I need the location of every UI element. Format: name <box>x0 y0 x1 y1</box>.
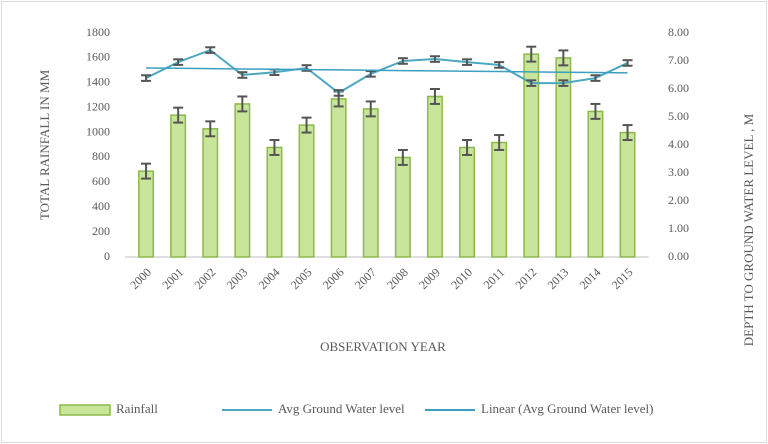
error-bar <box>173 106 184 124</box>
legend-label: Linear (Avg Ground Water level) <box>481 401 653 416</box>
error-bar <box>237 71 248 79</box>
error-bar <box>590 74 601 82</box>
error-bar <box>494 61 505 69</box>
y2-axis-title: DEPTH TO GROUND WATER LEVEL , M <box>741 113 756 346</box>
y2-tick-label: 6.00 <box>668 81 689 95</box>
bar <box>138 170 155 258</box>
y-tick-label: 0 <box>104 249 110 263</box>
error-bar <box>462 139 473 156</box>
bar <box>619 131 636 258</box>
error-bar <box>429 88 440 105</box>
error-bar <box>558 49 569 67</box>
error-bar <box>173 58 184 66</box>
y-tick-label: 600 <box>92 174 110 188</box>
y-tick-label: 800 <box>92 149 110 163</box>
error-bar <box>622 124 633 142</box>
y-tick-label: 400 <box>92 199 110 213</box>
bar <box>202 128 219 258</box>
bar <box>555 57 572 258</box>
bar <box>266 146 283 258</box>
legend-label: Avg Ground Water level <box>278 401 405 416</box>
bar <box>234 103 251 258</box>
error-bar <box>205 120 216 138</box>
bar <box>362 108 379 258</box>
y2-tick-label: 0.00 <box>668 249 689 263</box>
y2-tick-label: 8.00 <box>668 25 689 39</box>
y2-tick-label: 7.00 <box>668 53 689 67</box>
error-bar <box>365 70 376 78</box>
error-bar <box>205 46 216 54</box>
line <box>145 48 628 95</box>
y2-tick-label: 1.00 <box>668 221 689 235</box>
error-bar <box>526 79 537 87</box>
error-bar <box>494 134 505 151</box>
error-bar <box>397 148 408 166</box>
x-axis-title: OBSERVATION YEAR <box>320 339 446 354</box>
y-tick-label: 1800 <box>86 25 110 39</box>
error-bar <box>269 139 280 156</box>
error-bar <box>526 45 537 63</box>
error-bar <box>590 102 601 120</box>
error-bar <box>141 162 152 180</box>
error-bar <box>333 89 344 97</box>
bar <box>459 146 476 258</box>
y-tick-label: 1200 <box>86 99 110 113</box>
y2-tick-label: 3.00 <box>668 165 689 179</box>
y2-tick-label: 4.00 <box>668 137 689 151</box>
error-bar <box>622 59 633 67</box>
bar <box>330 98 347 258</box>
error-bar <box>397 57 408 65</box>
bar <box>170 114 187 258</box>
trend-line <box>146 67 628 74</box>
error-bar <box>301 116 312 134</box>
error-bar <box>429 55 440 63</box>
bar <box>298 124 315 258</box>
y-tick-label: 1600 <box>86 50 110 64</box>
y-tick-label: 200 <box>92 224 110 238</box>
legend-swatch <box>59 404 111 416</box>
bar <box>491 141 508 258</box>
y-axis-title: TOTAL RAINFALL IN MM <box>37 69 52 220</box>
y2-tick-label: 5.00 <box>668 109 689 123</box>
error-bar <box>141 74 152 82</box>
y2-tick-label: 2.00 <box>668 193 689 207</box>
bar <box>426 95 443 258</box>
error-bar <box>558 79 569 87</box>
error-bar <box>365 100 376 118</box>
y-tick-label: 1400 <box>86 75 110 89</box>
bar <box>394 156 411 258</box>
bar <box>587 110 604 258</box>
error-bar <box>237 95 248 113</box>
legend-label: Rainfall <box>116 401 158 416</box>
error-bar <box>462 58 473 66</box>
y-tick-label: 1000 <box>86 124 110 138</box>
